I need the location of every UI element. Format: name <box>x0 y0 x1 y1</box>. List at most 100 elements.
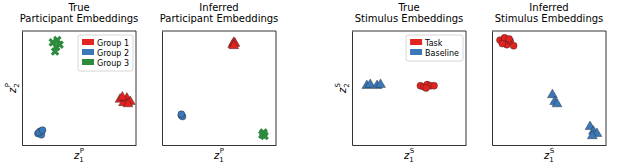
x-axis-line <box>163 145 277 146</box>
point <box>53 38 66 51</box>
legend-label: Baseline <box>425 49 459 58</box>
title-line: Stimulus Embeddings <box>495 13 604 24</box>
legend-label: Group 1 <box>97 39 129 48</box>
legend-label: Group 3 <box>97 59 129 68</box>
legend-swatch <box>82 39 94 45</box>
point <box>587 130 597 139</box>
legend-entry: Group 1 <box>82 39 129 48</box>
x-axis <box>163 145 277 146</box>
series <box>256 126 271 142</box>
x-axis-line <box>353 145 467 146</box>
point <box>257 126 270 139</box>
point <box>51 34 64 47</box>
legend-label: Task <box>424 39 443 48</box>
x-label: z1S <box>403 147 415 164</box>
series <box>46 34 66 58</box>
title: TrueParticipant Embeddings <box>20 2 139 24</box>
title: InferredParticipant Embeddings <box>160 2 279 24</box>
legend-entry: Task <box>410 39 443 48</box>
x-axis-line <box>23 145 137 146</box>
x-label: z1P <box>73 147 84 164</box>
x-label: z1P <box>213 147 224 164</box>
series <box>228 37 240 49</box>
points <box>34 34 135 139</box>
x-label-sub: 1 <box>79 156 83 164</box>
title-line: True <box>67 2 89 13</box>
y-axis-line <box>162 32 163 146</box>
legend-box <box>406 35 463 61</box>
frame-right <box>606 31 607 145</box>
title-line: Inferred <box>529 2 568 13</box>
series <box>497 34 518 49</box>
x-axis <box>23 145 137 146</box>
title: TrueStimulus Embeddings <box>355 2 464 24</box>
points <box>362 79 438 92</box>
title-line: True <box>397 2 419 13</box>
y-label-sub: 2 <box>343 83 351 87</box>
frame-right <box>136 31 137 145</box>
y-axis <box>22 32 23 146</box>
point <box>552 98 562 107</box>
legend: TaskBaseline <box>406 35 463 61</box>
legend-entry: Group 2 <box>82 49 129 58</box>
y-axis <box>162 32 163 146</box>
legend: Group 1Group 2Group 3 <box>78 35 133 71</box>
legend-entry: Group 3 <box>82 59 129 68</box>
panel: TaskBaseline <box>352 31 467 146</box>
frame-right <box>276 31 277 145</box>
y-label-sup: S <box>334 82 342 87</box>
y-axis-line <box>492 32 493 146</box>
point <box>506 36 513 43</box>
series <box>362 79 386 89</box>
points <box>178 37 271 143</box>
x-label-sub: 1 <box>219 156 223 164</box>
point <box>499 40 506 47</box>
point <box>431 82 438 89</box>
point <box>423 85 430 92</box>
series <box>34 127 46 139</box>
panel: Group 1Group 2Group 3 <box>22 31 137 146</box>
title-line: Participant Embeddings <box>160 13 279 24</box>
y-axis <box>492 32 493 146</box>
legend-box <box>78 35 133 71</box>
x-label-sup: P <box>220 147 224 155</box>
title-line: Stimulus Embeddings <box>355 13 464 24</box>
x-axis <box>353 145 467 146</box>
series <box>115 91 135 106</box>
series <box>417 81 438 91</box>
panel <box>492 31 607 146</box>
x-label-sup: S <box>550 147 555 155</box>
y-label-sup: P <box>4 83 12 87</box>
point <box>376 79 386 88</box>
x-label-sup: P <box>80 147 84 155</box>
points <box>497 34 602 138</box>
y-label: z2S <box>334 82 351 94</box>
figure: Group 1Group 2Group 3TrueParticipant Emb… <box>0 0 640 168</box>
series <box>178 111 186 120</box>
y-axis-line <box>352 32 353 146</box>
title-line: Inferred <box>199 2 238 13</box>
x-label-sub: 1 <box>549 156 553 164</box>
frame-top <box>352 31 466 32</box>
legend-entry: Baseline <box>410 49 459 58</box>
x-label-sub: 1 <box>409 156 413 164</box>
y-axis-line <box>22 32 23 146</box>
legend-swatch <box>410 39 422 45</box>
point <box>510 42 517 49</box>
legend-swatch <box>410 49 422 55</box>
x-label: z1S <box>543 147 555 164</box>
x-axis-line <box>493 145 607 146</box>
x-label-sup: S <box>410 147 415 155</box>
point <box>39 127 46 134</box>
x-axis <box>493 145 607 146</box>
point <box>117 91 127 100</box>
point <box>178 111 185 118</box>
panel <box>162 31 277 146</box>
point <box>123 98 133 107</box>
point <box>547 89 557 98</box>
frame-top <box>492 31 606 32</box>
title-line: Participant Embeddings <box>20 13 139 24</box>
y-label-sub: 2 <box>13 83 21 87</box>
title: InferredStimulus Embeddings <box>495 2 604 24</box>
legend-label: Group 2 <box>97 49 129 58</box>
